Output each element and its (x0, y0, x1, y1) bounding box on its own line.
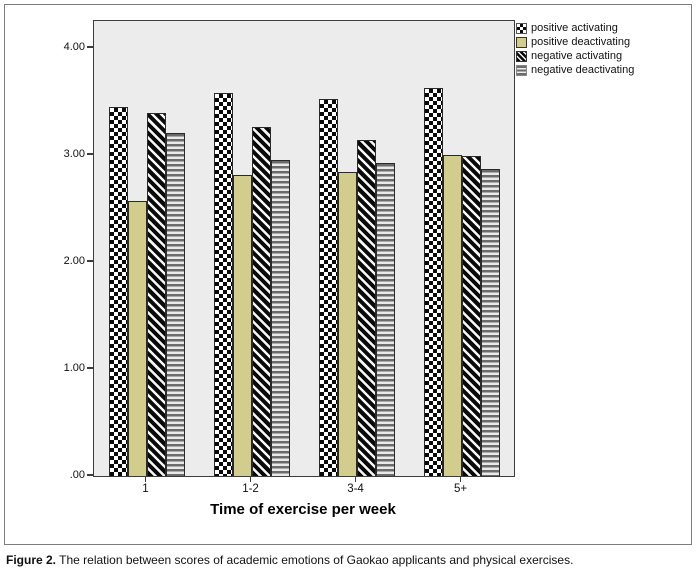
figure-caption: Figure 2. The relation between scores of… (6, 553, 696, 569)
legend-item-label: negative activating (531, 50, 623, 62)
bar (480, 168, 500, 476)
bar-group (94, 21, 199, 476)
bar (318, 99, 338, 476)
y-tick-label: 2.00 (63, 255, 85, 267)
checkerboard-swatch-icon (516, 22, 527, 34)
bar (127, 201, 147, 476)
bar (337, 172, 357, 476)
bar (213, 92, 233, 476)
bar-group (199, 21, 304, 476)
x-axis-title: Time of exercise per week (210, 501, 396, 518)
x-tick-mark (144, 476, 147, 482)
legend-item: negative deactivating (516, 64, 634, 76)
chart-figure: 4.00 3.00 2.00 1.00 .00 1 1-2 3-4 5+ Time of ex… (4, 4, 692, 545)
x-tick-label: 3-4 (347, 483, 364, 495)
y-tick-mark (87, 474, 93, 476)
x-tick-label: 1-2 (242, 483, 259, 495)
bar (146, 113, 166, 476)
legend: positive activating positive deactivating… (516, 22, 634, 76)
figure-caption-text: The relation between scores of academic … (56, 553, 574, 567)
bar (356, 140, 376, 476)
diagonal-stripes-swatch-icon (516, 50, 527, 62)
legend-item: positive deactivating (516, 36, 634, 48)
y-tick-label: .00 (69, 469, 85, 481)
legend-item-label: positive deactivating (531, 36, 631, 48)
y-tick-label: 1.00 (63, 362, 85, 374)
x-tick-mark (249, 476, 252, 482)
x-tick-label: 1 (142, 483, 149, 495)
bar (232, 175, 252, 476)
x-tick-mark (459, 476, 462, 482)
solid-khaki-swatch-icon (516, 36, 527, 48)
bar-group (304, 21, 409, 476)
bar (270, 160, 290, 476)
bar (461, 156, 481, 476)
legend-item-label: positive activating (531, 22, 618, 34)
bar (442, 155, 462, 476)
y-tick-mark (87, 153, 93, 155)
figure-label: Figure 2. (6, 553, 57, 567)
x-tick-label: 5+ (453, 483, 468, 495)
bar (375, 162, 395, 476)
bar (251, 127, 271, 476)
y-tick-mark (87, 46, 93, 48)
y-tick-label: 4.00 (63, 41, 85, 53)
bar (423, 87, 443, 476)
y-tick-label: 3.00 (63, 148, 85, 160)
legend-item-label: negative deactivating (531, 64, 635, 76)
x-tick-mark (354, 476, 357, 482)
y-tick-mark (87, 367, 93, 369)
bar-group (409, 21, 514, 476)
horizontal-stripes-swatch-icon (516, 64, 527, 76)
legend-item: positive activating (516, 22, 634, 34)
plot-area (93, 20, 515, 477)
bar (165, 132, 185, 476)
y-tick-mark (87, 260, 93, 262)
bar (108, 106, 128, 476)
legend-item: negative activating (516, 50, 634, 62)
